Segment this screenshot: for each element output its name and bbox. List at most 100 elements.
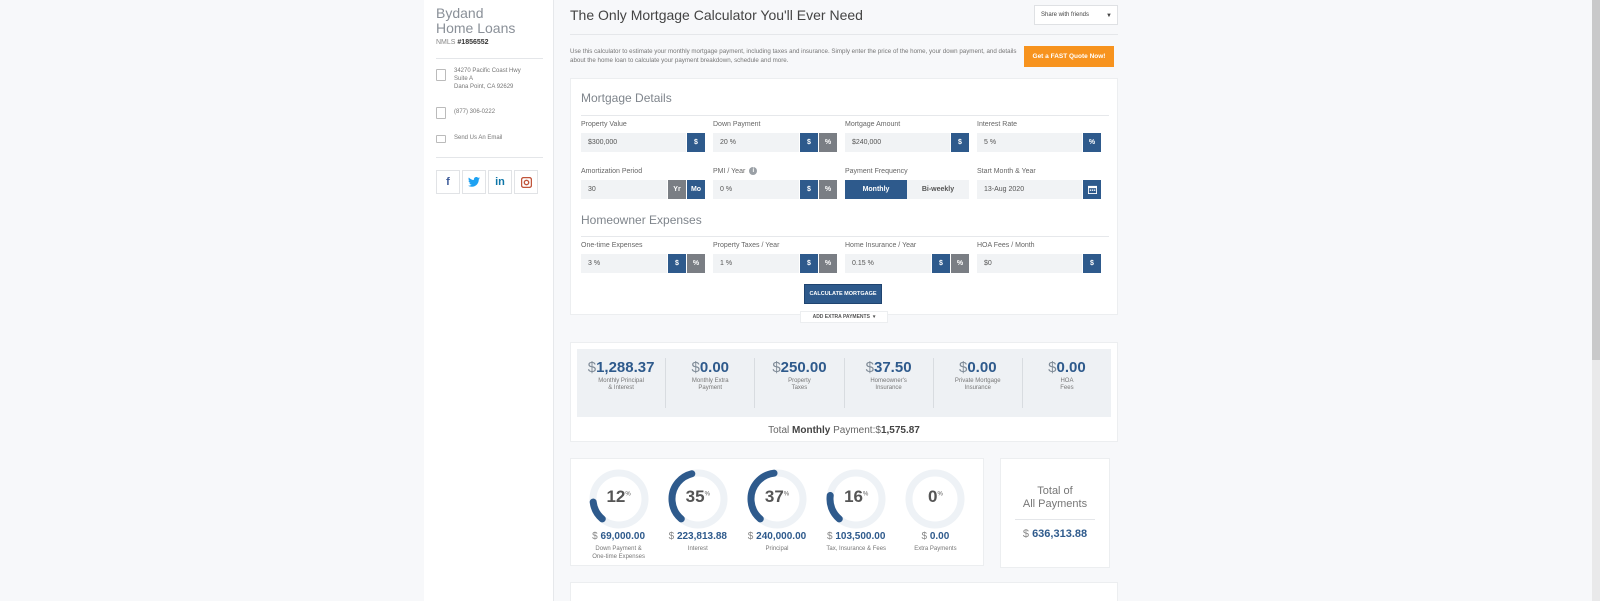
breakdown-label-line-1: Extra Payments: [914, 546, 957, 552]
dollar-toggle[interactable]: $: [932, 254, 950, 273]
mortgage-details-heading: Mortgage Details: [581, 91, 672, 105]
summary-label-line-2: & Interest: [608, 385, 634, 391]
one-time-expenses-label: One-time Expenses: [581, 241, 643, 249]
dollar-toggle[interactable]: $: [800, 180, 818, 199]
breakdown-amount-value: 240,000.00: [756, 531, 807, 542]
dollar-toggle[interactable]: $: [951, 133, 969, 152]
nmls-label: NMLS: [436, 39, 456, 46]
breakdown-amount-value: 223,813.88: [676, 531, 727, 542]
summary-amount: 37.50: [874, 359, 912, 376]
percent-sign: %: [704, 491, 710, 498]
donut-chart: 35%: [666, 467, 730, 531]
summary-value: $0.00: [959, 359, 997, 376]
home-insurance-field: Home Insurance / Year 0.15 % $ %: [845, 240, 969, 273]
info-icon[interactable]: i: [749, 167, 758, 175]
down-payment-label: Down Payment: [713, 120, 761, 128]
percent-toggle[interactable]: %: [951, 254, 969, 273]
breakdown-label: Principal: [737, 545, 816, 553]
breakdown-label: Interest: [658, 545, 737, 553]
hoa-fees-label: HOA Fees / Month: [977, 241, 1035, 249]
summary-item: $250.00 Property Taxes: [755, 358, 845, 408]
month-toggle[interactable]: Mo: [687, 180, 705, 199]
home-insurance-input[interactable]: 0.15 %: [845, 254, 931, 273]
property-taxes-input[interactable]: 1 %: [713, 254, 799, 273]
amortization-field: Amortization Period 30 Yr Mo: [581, 166, 705, 199]
interest-rate-field: Interest Rate 5 % %: [977, 119, 1101, 152]
summary-value: $1,288.37: [587, 359, 655, 376]
breakdown-label-line-1: Tax, Insurance & Fees: [826, 546, 887, 552]
percent-toggle[interactable]: %: [1083, 133, 1101, 152]
phone-number[interactable]: (877) 306-0222: [454, 109, 496, 115]
year-toggle[interactable]: Yr: [668, 180, 686, 199]
dollar-toggle[interactable]: $: [800, 254, 818, 273]
percent-toggle[interactable]: %: [819, 180, 837, 199]
pmi-input[interactable]: 0 %: [713, 180, 799, 199]
property-value-field: Property Value $300,000 $: [581, 119, 705, 152]
scrollbar-thumb[interactable]: [1592, 0, 1600, 360]
percent-value: 35: [685, 487, 705, 506]
dollar-toggle[interactable]: $: [687, 133, 705, 152]
nmls: NMLS #1856552: [436, 39, 543, 46]
hoa-fees-input[interactable]: $0: [977, 254, 1082, 273]
email-link[interactable]: Send Us An Email: [454, 135, 503, 141]
donut-chart: 0%: [903, 467, 967, 531]
divider: [1015, 519, 1095, 520]
percent-sign: %: [862, 491, 869, 498]
summary-amount: 250.00: [780, 359, 827, 376]
mortgage-details-card: Mortgage Details Property Value $300,000…: [570, 78, 1118, 315]
phone-row[interactable]: (877) 306-0222: [436, 105, 543, 119]
summary-label-line-2: Payment: [698, 385, 723, 391]
instagram-icon[interactable]: [514, 170, 538, 194]
breakdown-amount: $ 223,813.88: [668, 531, 727, 542]
down-payment-input[interactable]: 20 %: [713, 133, 799, 152]
fast-quote-button[interactable]: Get a FAST Quote Now!: [1024, 46, 1114, 67]
linkedin-icon[interactable]: in: [488, 170, 512, 194]
monthly-option[interactable]: Monthly: [845, 180, 907, 199]
mortgage-amount-field: Mortgage Amount $240,000 $: [845, 119, 969, 152]
amortization-label: Amortization Period: [581, 167, 643, 175]
start-date-input[interactable]: 13-Aug 2020: [977, 180, 1082, 199]
interest-rate-input[interactable]: 5 %: [977, 133, 1082, 152]
breakdown-amount: $ 0.00: [921, 531, 950, 542]
add-extra-payments-button[interactable]: ADD EXTRA PAYMENTS ▾: [800, 311, 888, 323]
breakdown-item: 12% $ 69,000.00 Down Payment & One-time Exp…: [579, 467, 658, 565]
sidebar: Bydand Home Loans NMLS #1856552 34270 Pa…: [424, 0, 554, 601]
summary-value: $37.50: [865, 359, 912, 376]
dollar-toggle[interactable]: $: [800, 133, 818, 152]
total-bold: Monthly: [792, 425, 831, 436]
share-dropdown[interactable]: Share with friends ▼: [1034, 5, 1118, 25]
breakdown-item: 35% $ 223,813.88 Interest: [658, 467, 737, 565]
sidebar-divider: [436, 58, 543, 59]
breakdown-label-line-1: Interest: [687, 546, 708, 552]
email-row[interactable]: Send Us An Email: [436, 133, 543, 143]
nmls-number: #1856552: [457, 39, 489, 46]
summary-label-line-1: HOA: [1060, 378, 1074, 384]
total-all-payments-value: $ 636,313.88: [1022, 528, 1088, 540]
amortization-input[interactable]: 30: [581, 180, 667, 199]
calendar-icon[interactable]: [1083, 180, 1101, 199]
summary-amount: 0.00: [1056, 359, 1086, 376]
summary-label-line-2: Insurance: [964, 385, 991, 391]
percent-sign: %: [937, 491, 943, 498]
dollar-toggle[interactable]: $: [1083, 254, 1101, 273]
percent-toggle[interactable]: %: [687, 254, 705, 273]
percent-toggle[interactable]: %: [819, 133, 837, 152]
facebook-icon[interactable]: f: [436, 170, 460, 194]
biweekly-option[interactable]: Bi-weekly: [921, 186, 955, 193]
envelope-icon: [436, 135, 446, 143]
donut-chart: 16%: [824, 467, 888, 531]
breakdown-amount: $ 240,000.00: [747, 531, 807, 542]
property-value-input[interactable]: $300,000: [581, 133, 686, 152]
one-time-expenses-input[interactable]: 3 %: [581, 254, 667, 273]
summary-label: Private Mortgage Insurance: [934, 378, 1022, 392]
mortgage-amount-input[interactable]: $240,000: [845, 133, 950, 152]
dollar-toggle[interactable]: $: [668, 254, 686, 273]
breakdown-label: Extra Payments: [896, 545, 975, 553]
calculate-mortgage-button[interactable]: CALCULATE MORTGAGE: [804, 284, 882, 304]
summary-label-line-2: Fees: [1060, 385, 1074, 391]
percent-toggle[interactable]: %: [819, 254, 837, 273]
total-monthly-value: 1,575.87: [880, 425, 920, 436]
donut-arc: [668, 469, 728, 529]
page-scrollbar[interactable]: [1592, 0, 1600, 601]
twitter-icon[interactable]: [462, 170, 486, 194]
